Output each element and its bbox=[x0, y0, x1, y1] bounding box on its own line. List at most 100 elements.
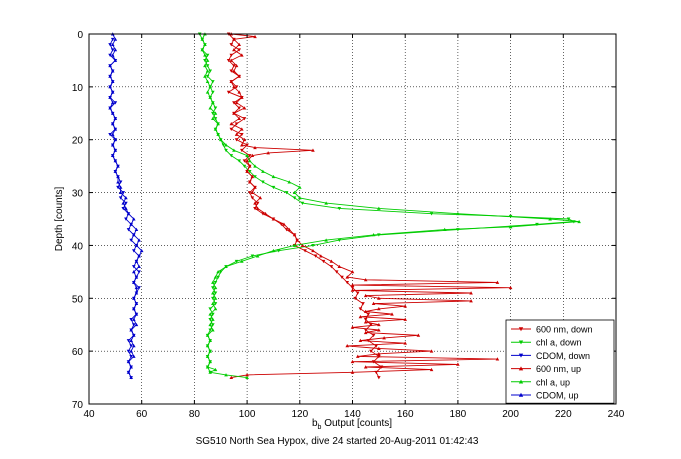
data-point bbox=[240, 132, 244, 137]
data-point bbox=[208, 106, 213, 110]
data-point bbox=[577, 219, 581, 224]
data-point bbox=[363, 277, 368, 282]
data-point bbox=[345, 344, 350, 348]
data-point bbox=[129, 349, 133, 353]
data-point bbox=[108, 63, 112, 68]
data-point bbox=[211, 116, 215, 121]
x-tick-label: 100 bbox=[239, 409, 256, 420]
legend-swatch-marker bbox=[518, 379, 524, 384]
data-point bbox=[211, 328, 215, 332]
data-point bbox=[377, 328, 381, 332]
data-point bbox=[121, 206, 126, 211]
data-point bbox=[205, 58, 210, 62]
data-point bbox=[232, 148, 236, 152]
data-point bbox=[247, 154, 252, 158]
data-point bbox=[213, 367, 218, 372]
data-point bbox=[137, 286, 141, 290]
data-point bbox=[208, 312, 213, 316]
data-point bbox=[242, 159, 247, 163]
data-point bbox=[110, 100, 115, 105]
data-point bbox=[110, 69, 115, 73]
data-point bbox=[131, 317, 136, 321]
data-point bbox=[334, 270, 339, 274]
data-point bbox=[247, 191, 252, 195]
data-point bbox=[371, 233, 376, 237]
data-point bbox=[110, 37, 115, 42]
data-point bbox=[337, 206, 342, 211]
figure-caption: SG510 North Sea Hypox, dive 24 started 2… bbox=[196, 436, 479, 447]
data-point bbox=[226, 90, 231, 94]
data-point bbox=[218, 137, 223, 142]
data-point bbox=[350, 359, 355, 364]
data-point bbox=[229, 122, 234, 126]
data-point bbox=[263, 211, 268, 216]
y-axis-label: Depth [counts] bbox=[54, 187, 65, 252]
x-tick-label: 180 bbox=[450, 409, 467, 420]
data-point bbox=[211, 286, 215, 290]
legend-item: chl a, down bbox=[511, 338, 582, 348]
data-point bbox=[350, 283, 355, 287]
data-point bbox=[129, 375, 133, 380]
data-point bbox=[200, 37, 205, 41]
data-point bbox=[213, 117, 218, 121]
data-point bbox=[129, 328, 133, 332]
data-point bbox=[131, 280, 136, 284]
y-tick-label: 50 bbox=[72, 294, 84, 305]
data-point bbox=[548, 217, 552, 221]
legend-label: CDOM, up bbox=[536, 391, 579, 401]
data-point bbox=[232, 101, 236, 105]
data-point bbox=[216, 275, 220, 279]
data-point bbox=[324, 201, 328, 205]
data-point bbox=[129, 238, 133, 242]
data-point bbox=[211, 291, 215, 295]
data-point bbox=[345, 275, 350, 279]
data-point bbox=[321, 259, 326, 264]
data-point bbox=[205, 333, 210, 337]
data-point bbox=[205, 354, 210, 358]
x-axis-label-rest: Output [counts] bbox=[321, 418, 392, 429]
data-point bbox=[110, 153, 115, 158]
data-point bbox=[456, 211, 460, 216]
data-point bbox=[110, 42, 115, 47]
data-point bbox=[134, 285, 139, 290]
data-point bbox=[213, 291, 218, 295]
data-point bbox=[350, 370, 355, 374]
data-point bbox=[240, 127, 244, 131]
series-cdom-up bbox=[108, 32, 144, 380]
x-tick-label: 240 bbox=[608, 409, 625, 420]
grid bbox=[89, 34, 616, 404]
data-point bbox=[134, 275, 139, 279]
data-point bbox=[108, 106, 112, 110]
data-point bbox=[350, 270, 355, 274]
data-point bbox=[229, 43, 234, 47]
data-point bbox=[108, 95, 112, 99]
data-point bbox=[350, 286, 355, 290]
data-point bbox=[232, 48, 236, 52]
x-tick-label: 80 bbox=[189, 409, 201, 420]
data-point bbox=[382, 336, 386, 340]
data-point bbox=[300, 243, 305, 247]
data-point bbox=[110, 111, 115, 115]
data-point bbox=[216, 132, 220, 136]
data-point bbox=[134, 291, 139, 295]
data-point bbox=[237, 116, 241, 121]
legend-label: 600 nm, up bbox=[536, 364, 581, 374]
data-point bbox=[124, 206, 128, 210]
data-point bbox=[229, 53, 234, 57]
data-point bbox=[208, 69, 213, 73]
data-point bbox=[229, 79, 234, 84]
data-point bbox=[234, 259, 239, 264]
x-tick-label: 160 bbox=[397, 409, 414, 420]
data-point bbox=[208, 85, 213, 89]
data-point bbox=[508, 225, 513, 229]
data-point bbox=[113, 159, 118, 163]
data-point bbox=[216, 270, 220, 274]
data-point bbox=[276, 249, 281, 253]
data-point bbox=[131, 233, 136, 237]
data-point bbox=[403, 341, 407, 345]
data-point bbox=[311, 243, 315, 248]
data-point bbox=[311, 248, 315, 253]
data-point bbox=[134, 322, 139, 327]
data-point bbox=[353, 296, 357, 301]
